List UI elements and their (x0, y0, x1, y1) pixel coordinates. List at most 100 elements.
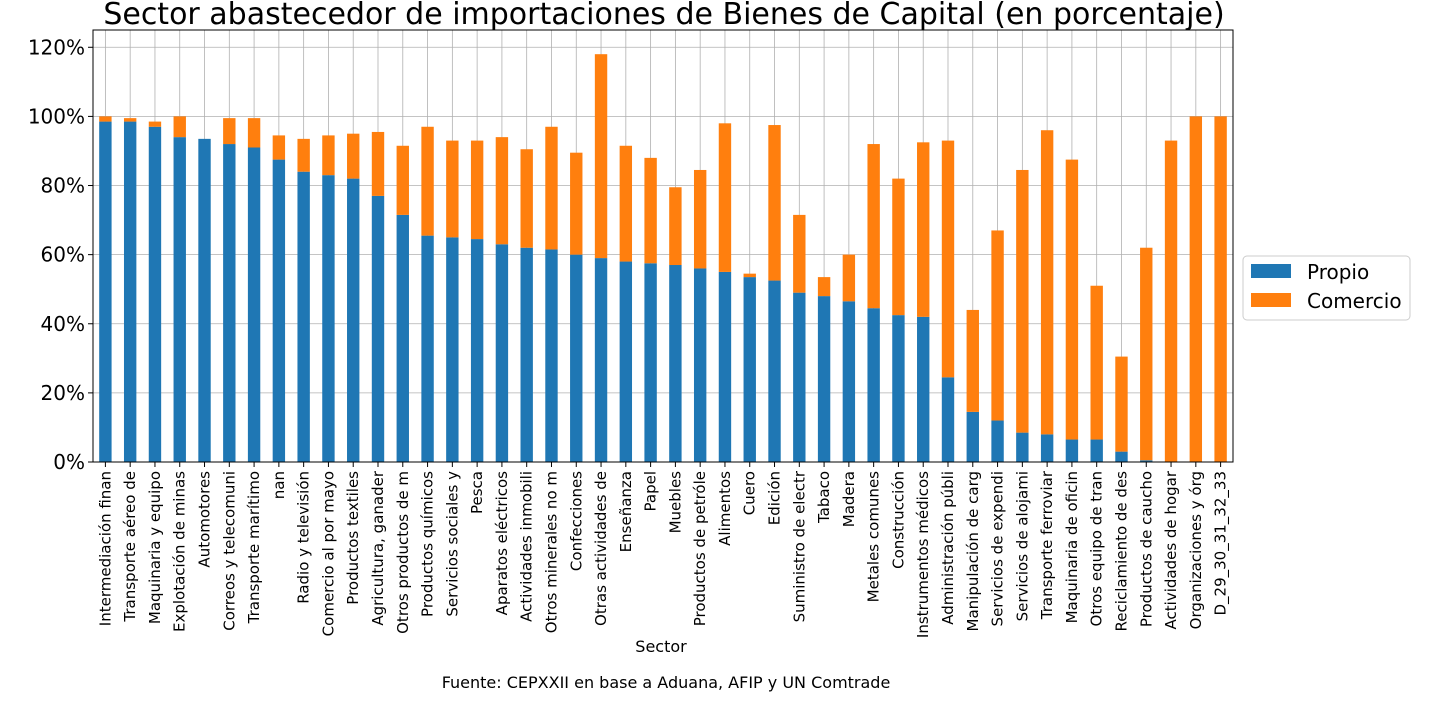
x-tick-label: Edición (766, 471, 784, 525)
x-tick-label: Correos y telecomuni (220, 471, 238, 631)
y-tick-label: 60% (41, 243, 85, 267)
bar-comercio (495, 137, 509, 245)
bar-comercio (1016, 169, 1029, 433)
y-tick-label: 100% (28, 104, 85, 128)
bar-comercio (594, 54, 608, 259)
bar-comercio (148, 121, 162, 127)
x-tick-label: Productos de caucho (1137, 471, 1155, 627)
legend-swatch-propio (1251, 264, 1291, 278)
chart-title: Sector abastecedor de importaciones de B… (103, 0, 1224, 32)
bar-propio (917, 316, 930, 462)
bar-propio (198, 138, 211, 462)
bar-propio (743, 277, 756, 462)
x-tick-label: Agricultura, ganader (369, 470, 387, 625)
bar-propio (421, 235, 434, 462)
x-tick-label: Maquinaria y equipo (146, 471, 164, 624)
bar-comercio (1065, 159, 1079, 440)
x-tick-label: Productos químicos (419, 471, 437, 617)
x-axis: Intermediación finan Transporte aéreo de M… (96, 462, 1231, 638)
x-tick-label: Servicios de expendi (989, 471, 1007, 626)
bar-propio (644, 263, 657, 462)
x-tick-label: Madera (840, 471, 858, 527)
y-tick-label: 20% (41, 381, 85, 405)
bar-propio (223, 144, 236, 462)
bar-comercio (1164, 140, 1178, 463)
bar-propio (173, 137, 186, 463)
bar-propio (322, 175, 335, 463)
x-tick-label: Construcción (889, 471, 907, 569)
bar-propio (396, 214, 409, 462)
y-axis: 0% 20% 40% 60% 80% 100% 120% (28, 35, 93, 474)
x-tick-label: Alimentos (716, 471, 734, 546)
bars (99, 54, 1227, 463)
legend-swatch-comercio (1251, 293, 1291, 307)
bar-propio (123, 121, 137, 463)
legend: Propio Comercio (1242, 255, 1411, 321)
bar-propio (470, 239, 484, 462)
x-tick-label: D_29_30_31_32_33 (1212, 471, 1231, 616)
x-tick-label: nan (270, 471, 288, 499)
bar-comercio (817, 277, 831, 297)
bar-comercio (247, 118, 261, 148)
bar-comercio (966, 309, 979, 412)
bar-comercio (892, 178, 905, 316)
bar-propio (768, 280, 781, 462)
x-tick-label: Servicios de alojami (1013, 471, 1031, 621)
bar-comercio (793, 214, 806, 293)
bar-comercio (693, 169, 707, 269)
bar-comercio (322, 135, 335, 176)
x-tick-label: Radio y televisión (295, 471, 313, 604)
bar-comercio (347, 133, 360, 179)
bar-comercio (371, 131, 385, 196)
x-tick-label: Administración públi (939, 471, 957, 625)
bar-comercio (545, 126, 558, 250)
bar-propio (297, 171, 310, 463)
bar-comercio (991, 230, 1004, 421)
x-tick-label: Otras actividades de (592, 471, 610, 626)
source-note: Fuente: CEPXXII en base a Aduana, AFIP y… (442, 673, 891, 692)
bar-propio (495, 244, 509, 462)
x-tick-label: Papel (642, 471, 660, 511)
bar-propio (1090, 439, 1103, 462)
bar-comercio (421, 126, 434, 236)
bar-comercio (570, 152, 583, 255)
x-tick-label: Cuero (741, 471, 759, 515)
x-tick-label: Otros equipo de tran (1088, 471, 1106, 626)
bar-propio (718, 271, 732, 462)
bar-propio (446, 237, 459, 462)
x-tick-label: Productos de petróle (691, 471, 709, 626)
bar-propio (669, 265, 682, 462)
bar-propio (594, 258, 608, 462)
x-tick-label: Otros productos de m (394, 471, 412, 634)
x-tick-label: Reciclamiento de des (1112, 471, 1130, 632)
y-tick-label: 80% (41, 174, 85, 198)
x-tick-label: Productos textiles (344, 471, 362, 605)
x-tick-label: Instrumentos médicos (914, 471, 932, 638)
bar-comercio (842, 254, 856, 302)
bar-comercio (1189, 116, 1203, 463)
bar-comercio (173, 116, 186, 138)
x-tick-label: Otros minerales no m (542, 471, 560, 633)
x-tick-label: Confecciones (567, 471, 585, 571)
x-tick-label: Automotores (196, 471, 214, 568)
x-tick-label: Muebles (666, 471, 684, 534)
bar-propio (371, 195, 385, 462)
bar-propio (520, 247, 533, 462)
plot-frame (92, 29, 1234, 463)
bar-propio (272, 159, 286, 462)
bar-comercio (941, 140, 955, 378)
bar-propio (867, 308, 880, 462)
y-tick-label: 40% (41, 312, 85, 336)
bar-propio (817, 296, 831, 462)
x-tick-label: Transporte aéreo de (121, 471, 139, 623)
x-tick-label: Maquinaria de oficin (1063, 471, 1081, 623)
bar-comercio (1090, 285, 1103, 440)
bar-propio (991, 420, 1004, 462)
x-tick-label: Explotación de minas (171, 471, 189, 632)
grid (93, 30, 1233, 463)
legend-label-propio: Propio (1307, 260, 1369, 284)
bar-comercio (446, 140, 459, 238)
bar-propio (570, 254, 583, 462)
x-tick-label: Tabaco (815, 471, 833, 524)
